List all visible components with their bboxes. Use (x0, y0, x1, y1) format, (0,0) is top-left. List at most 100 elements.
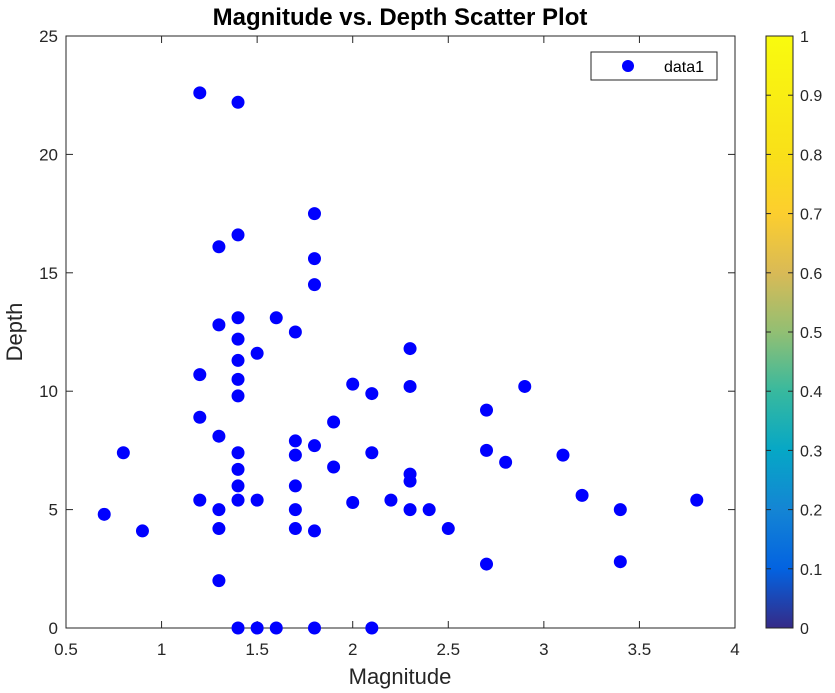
legend-entry: data1 (664, 59, 704, 76)
colorbar-tick-label: 0.4 (800, 384, 822, 401)
scatter-point (269, 621, 283, 635)
scatter-point (307, 207, 321, 221)
scatter-point (307, 621, 321, 635)
scatter-point (231, 311, 245, 325)
colorbar-tick-label: 1 (800, 29, 809, 46)
legend: data1 (590, 51, 718, 81)
colorbar-tick-label: 0.9 (800, 88, 822, 105)
scatter-point (212, 574, 226, 588)
colorbar-ticks: 0 0.1 0.2 0.3 0.4 0.5 0.6 0.7 0.8 0.9 1 (766, 29, 822, 638)
scatter-point (288, 448, 302, 462)
scatter-point (250, 493, 264, 507)
x-axis-label: Magnitude (349, 664, 452, 689)
scatter-point (250, 346, 264, 360)
scatter-point (231, 462, 245, 476)
scatter-point (288, 479, 302, 493)
scatter-point (307, 439, 321, 453)
scatter-point (231, 228, 245, 242)
chart-title: Magnitude vs. Depth Scatter Plot (213, 4, 588, 31)
scatter-point (346, 377, 360, 391)
scatter-point (365, 387, 379, 401)
scatter-point (403, 474, 417, 488)
x-tick-label: 4 (730, 640, 739, 659)
scatter-point (212, 503, 226, 517)
plot-area (65, 35, 736, 629)
scatter-point (231, 372, 245, 386)
scatter-point (135, 524, 149, 538)
scatter-point (231, 621, 245, 635)
y-tick-label: 15 (39, 264, 58, 283)
y-tick-label: 20 (39, 145, 58, 164)
scatter-point (231, 493, 245, 507)
scatter-point (193, 368, 207, 382)
scatter-point (212, 240, 226, 254)
scatter-point (288, 434, 302, 448)
scatter-point (288, 522, 302, 536)
colorbar-tick-label: 0.5 (800, 325, 822, 342)
colorbar-tick-label: 0.6 (800, 266, 822, 283)
scatter-point (193, 493, 207, 507)
scatter-point (575, 488, 589, 502)
scatter-point (231, 389, 245, 403)
y-tick-label: 25 (39, 27, 58, 46)
scatter-point (250, 621, 264, 635)
colorbar-tick-label: 0.1 (800, 562, 822, 579)
scatter-point (327, 460, 341, 474)
y-axis-label: Depth (2, 303, 27, 362)
scatter-point (690, 493, 704, 507)
scatter-point (556, 448, 570, 462)
x-axis-ticks: 0.5 1 1.5 2 2.5 3 3.5 4 (54, 36, 740, 659)
colorbar-tick-label: 0.7 (800, 207, 822, 224)
scatter-point (116, 446, 130, 460)
x-tick-label: 2.5 (436, 640, 460, 659)
scatter-point (480, 557, 494, 571)
scatter-point (231, 479, 245, 493)
scatter-point (346, 495, 360, 509)
x-tick-label: 3 (539, 640, 548, 659)
scatter-point (307, 252, 321, 266)
scatter-point (613, 555, 627, 569)
scatter-point (403, 342, 417, 356)
scatter-point (384, 493, 398, 507)
scatter-point (212, 429, 226, 443)
scatter-point (288, 503, 302, 517)
colorbar-tick-label: 0.3 (800, 443, 822, 460)
colorbar-tick-label: 0 (800, 621, 809, 638)
scatter-point (231, 353, 245, 367)
scatter-point (231, 95, 245, 109)
scatter-point (365, 446, 379, 460)
scatter-point (307, 278, 321, 292)
scatter-point (327, 415, 341, 429)
scatter-point (499, 455, 513, 469)
scatter-point (193, 410, 207, 424)
legend-box (590, 51, 718, 81)
colorbar-tick-label: 0.8 (800, 147, 822, 164)
scatter-point (403, 379, 417, 393)
scatter-point (441, 522, 455, 536)
x-tick-label: 1.5 (245, 640, 269, 659)
legend-marker (622, 60, 634, 72)
scatter-point (422, 503, 436, 517)
scatter-point (288, 325, 302, 339)
scatter-point (231, 332, 245, 346)
scatter-point (518, 379, 532, 393)
y-tick-label: 0 (49, 619, 58, 638)
scatter-point (97, 507, 111, 521)
scatter-point (231, 446, 245, 460)
y-tick-label: 5 (49, 501, 58, 520)
scatter-point (212, 318, 226, 332)
scatter-point (212, 522, 226, 536)
y-axis-ticks: 0 5 10 15 20 25 (39, 27, 735, 638)
scatter-point (403, 503, 417, 517)
y-tick-label: 10 (39, 382, 58, 401)
data-points (97, 86, 704, 635)
x-tick-label: 3.5 (628, 640, 652, 659)
x-tick-label: 0.5 (54, 640, 78, 659)
colorbar-tick-label: 0.2 (800, 503, 822, 520)
x-tick-label: 2 (348, 640, 357, 659)
scatter-point (480, 443, 494, 457)
scatter-point (307, 524, 321, 538)
scatter-point (613, 503, 627, 517)
x-tick-label: 1 (157, 640, 166, 659)
scatter-point (365, 621, 379, 635)
